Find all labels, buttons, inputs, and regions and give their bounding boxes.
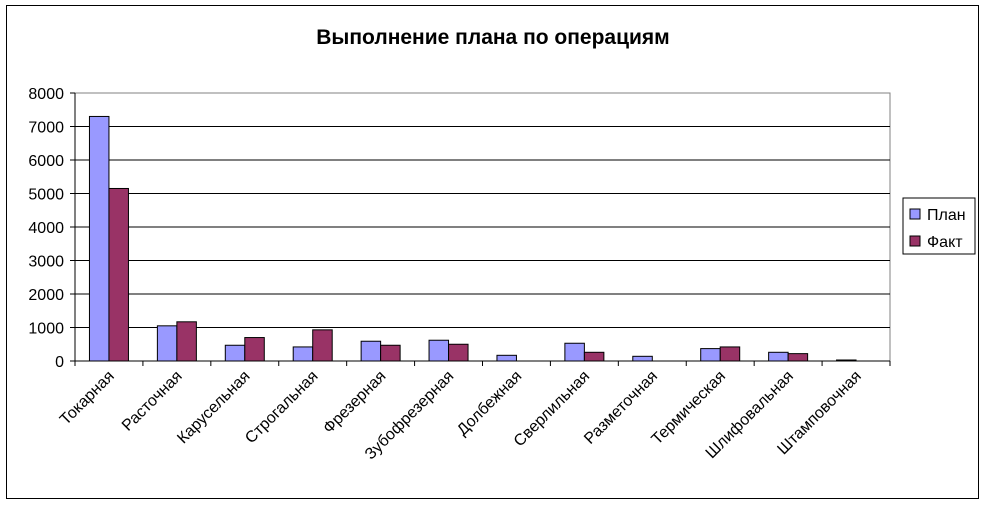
x-tick-label: Долбежная [454, 368, 525, 439]
bar-plan [700, 348, 721, 362]
y-tick-label: 2000 [28, 287, 64, 304]
x-tick-label: Расточная [119, 368, 186, 435]
legend-label-plan: План [927, 207, 966, 224]
bar-fact [176, 321, 197, 362]
x-tick-label: Токарная [57, 368, 118, 429]
chart-title: Выполнение плана по операциям [316, 26, 669, 49]
bar-fact [448, 343, 469, 362]
y-tick-label: 5000 [28, 187, 64, 204]
bar-fact [583, 351, 605, 362]
legend-box [902, 197, 976, 255]
bar-fact [244, 337, 265, 362]
bars [88, 115, 857, 362]
bar-plan [836, 359, 857, 362]
legend-label-fact: Факт [927, 234, 963, 251]
x-axis-ticks: Токарная РасточнаяКарусельнаяСтрогальнаяФ… [57, 361, 891, 463]
bar-plan [496, 354, 517, 362]
y-axis-ticks: 0 1000 2000 3000 4000 5000 6000 7000 8000 [28, 86, 75, 371]
bar-plan [768, 351, 789, 362]
y-tick-label: 8000 [28, 86, 64, 103]
legend: План Факт [902, 197, 976, 255]
bar-plan [360, 340, 382, 362]
y-tick-label: 4000 [28, 220, 64, 237]
bar-plan [632, 355, 653, 362]
y-tick-label: 0 [55, 354, 64, 371]
bar-fact [380, 344, 401, 362]
legend-swatch-fact [909, 235, 921, 247]
bar-plan [428, 339, 450, 362]
x-tick-label: Строгальная [242, 368, 321, 447]
x-tick-label: Фрезерная [320, 368, 389, 437]
bar-plan [224, 344, 246, 362]
y-tick-label: 7000 [28, 120, 64, 137]
legend-swatch-plan [909, 208, 921, 220]
bar-fact [719, 346, 741, 362]
bar-fact [787, 353, 809, 362]
y-tick-label: 6000 [28, 153, 64, 170]
bar-fact [108, 187, 129, 362]
bar-plan [88, 115, 110, 362]
bar-plan [156, 325, 178, 362]
y-tick-label: 1000 [28, 321, 64, 338]
bar-plan [292, 346, 314, 362]
y-tick-label: 3000 [28, 254, 64, 271]
bar-fact [312, 329, 333, 362]
bar-plan [564, 342, 585, 362]
